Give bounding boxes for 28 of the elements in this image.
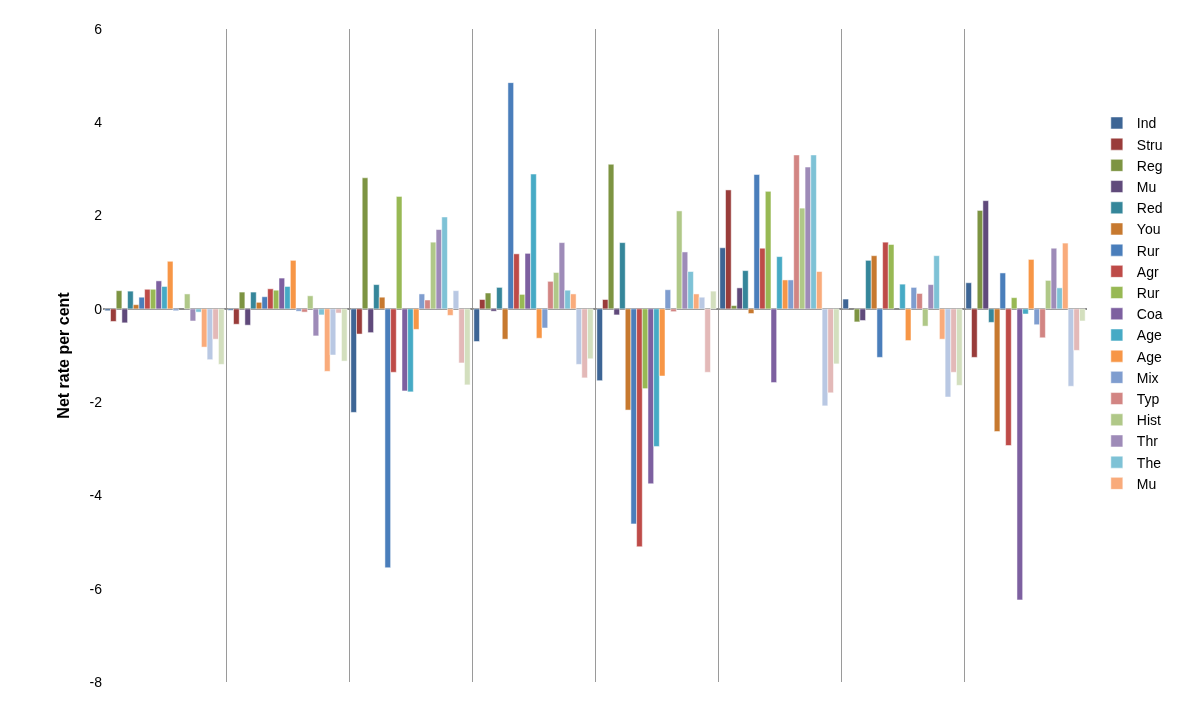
y-tick-label: -8	[89, 673, 103, 690]
legend-label: The	[1136, 454, 1162, 471]
legend-label: Mu	[1136, 179, 1157, 196]
y-tick-label: -2	[89, 394, 103, 411]
legend-label: Age	[1136, 348, 1162, 365]
legend-label: Mix	[1136, 369, 1159, 386]
y-tick-label: 6	[94, 20, 103, 37]
y-axis-title: Net rate per cent	[55, 291, 73, 419]
y-tick-label: -4	[89, 487, 103, 504]
legend-label: Reg	[1136, 157, 1163, 174]
y-tick-label: -6	[89, 580, 103, 597]
legend-label: Rur	[1136, 242, 1160, 259]
y-tick-label: 4	[94, 114, 103, 131]
bar	[842, 298, 849, 310]
legend-label: Hist	[1136, 412, 1162, 429]
legend-label: Coa	[1136, 306, 1163, 323]
legend-label: Mu	[1136, 475, 1157, 492]
legend-label: Age	[1136, 327, 1162, 344]
legend-label: Rur	[1136, 285, 1160, 302]
y-tick-label: 0	[94, 300, 103, 317]
legend-label: Thr	[1136, 433, 1159, 450]
legend-label: Ind	[1136, 115, 1157, 132]
legend-label: You	[1136, 221, 1161, 238]
legend-label: Agr	[1136, 263, 1159, 280]
legend-label: Red	[1136, 200, 1163, 217]
legend-label: Stru	[1136, 136, 1163, 153]
y-tick-label: 2	[94, 207, 103, 224]
legend-label: Typ	[1136, 391, 1160, 408]
